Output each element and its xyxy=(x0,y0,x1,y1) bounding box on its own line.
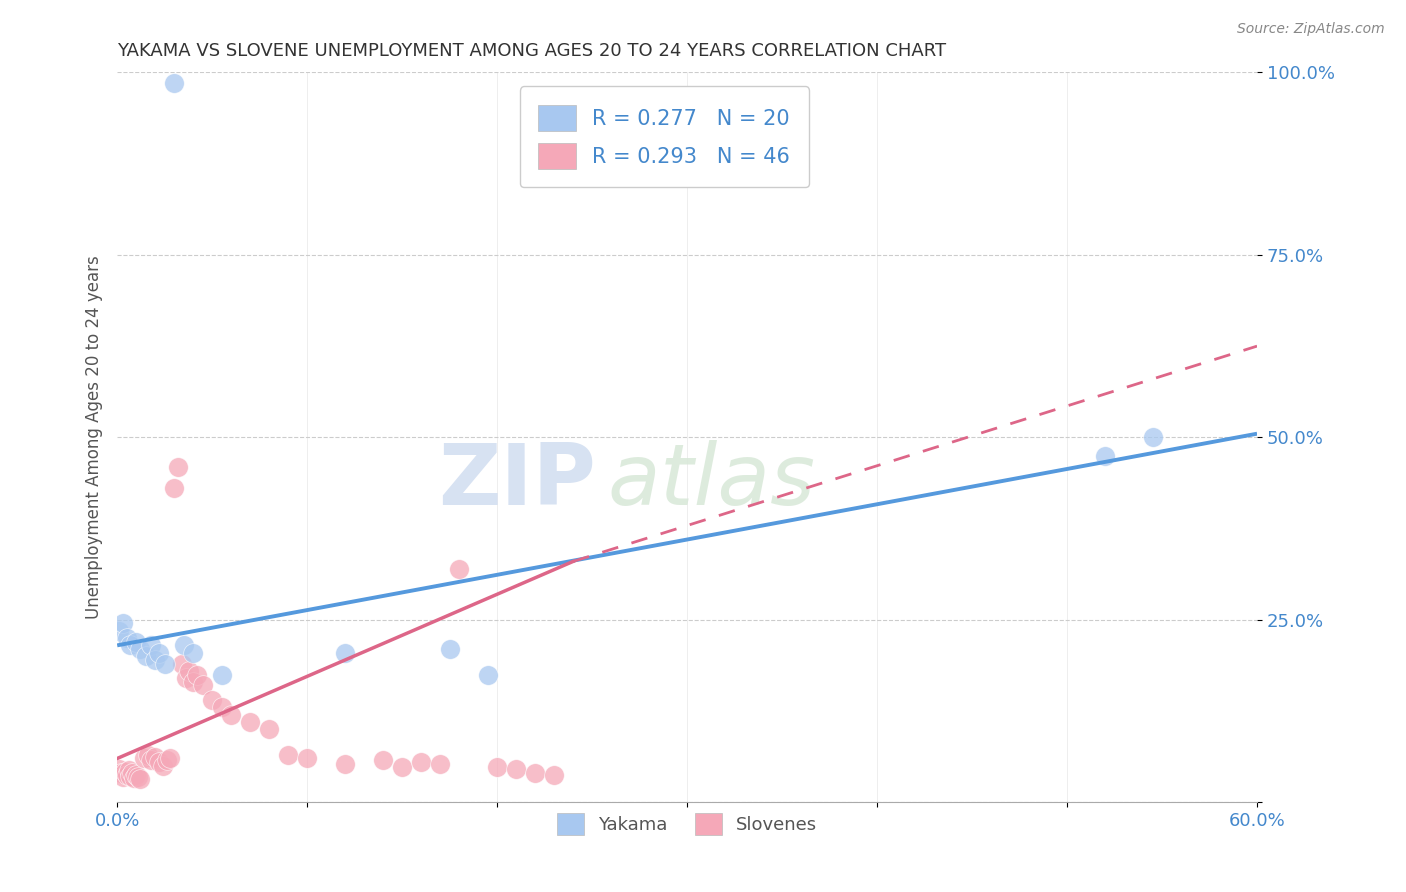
Point xyxy=(163,482,186,496)
Point xyxy=(373,753,395,767)
Point xyxy=(159,751,181,765)
Point xyxy=(143,653,166,667)
Point xyxy=(1094,449,1116,463)
Point xyxy=(136,747,159,762)
Point xyxy=(181,674,204,689)
Point xyxy=(179,664,201,678)
Text: ZIP: ZIP xyxy=(439,440,596,523)
Point xyxy=(115,631,138,645)
Point xyxy=(333,757,356,772)
Point xyxy=(132,751,155,765)
Point xyxy=(257,723,280,737)
Point xyxy=(148,755,170,769)
Point xyxy=(167,459,190,474)
Point xyxy=(120,769,142,783)
Point xyxy=(277,747,299,762)
Point xyxy=(110,766,132,780)
Point xyxy=(153,657,176,671)
Point xyxy=(141,753,163,767)
Point xyxy=(114,764,136,779)
Point xyxy=(163,76,186,90)
Point xyxy=(124,771,146,785)
Point xyxy=(170,657,193,671)
Point xyxy=(108,624,131,638)
Point xyxy=(295,751,318,765)
Point xyxy=(125,767,148,781)
Point xyxy=(429,757,451,772)
Point xyxy=(111,616,134,631)
Point xyxy=(129,772,152,786)
Point xyxy=(186,667,208,681)
Point xyxy=(505,763,527,777)
Point xyxy=(148,646,170,660)
Point xyxy=(173,638,195,652)
Point xyxy=(152,758,174,772)
Point xyxy=(219,707,242,722)
Point xyxy=(211,700,233,714)
Point xyxy=(120,638,142,652)
Point xyxy=(108,763,131,777)
Y-axis label: Unemployment Among Ages 20 to 24 years: Unemployment Among Ages 20 to 24 years xyxy=(86,255,103,619)
Point xyxy=(524,766,547,780)
Point xyxy=(333,646,356,660)
Point xyxy=(117,763,139,777)
Point xyxy=(115,767,138,781)
Text: YAKAMA VS SLOVENE UNEMPLOYMENT AMONG AGES 20 TO 24 YEARS CORRELATION CHART: YAKAMA VS SLOVENE UNEMPLOYMENT AMONG AGE… xyxy=(117,42,946,60)
Point xyxy=(129,642,152,657)
Point xyxy=(155,753,177,767)
Point xyxy=(191,678,214,692)
Point xyxy=(1142,430,1164,444)
Point xyxy=(201,693,224,707)
Point xyxy=(121,766,143,780)
Point xyxy=(211,667,233,681)
Point xyxy=(135,649,157,664)
Point xyxy=(391,760,413,774)
Point xyxy=(125,634,148,648)
Point xyxy=(239,714,262,729)
Text: Source: ZipAtlas.com: Source: ZipAtlas.com xyxy=(1237,22,1385,37)
Point xyxy=(127,770,149,784)
Point xyxy=(143,750,166,764)
Point xyxy=(111,770,134,784)
Text: atlas: atlas xyxy=(607,440,815,523)
Point xyxy=(411,755,433,769)
Point xyxy=(141,638,163,652)
Point xyxy=(449,562,471,576)
Point xyxy=(181,646,204,660)
Point xyxy=(486,760,509,774)
Point xyxy=(543,767,565,781)
Point xyxy=(174,671,197,685)
Point xyxy=(439,642,461,657)
Point xyxy=(477,667,499,681)
Legend: Yakama, Slovenes: Yakama, Slovenes xyxy=(548,805,827,845)
